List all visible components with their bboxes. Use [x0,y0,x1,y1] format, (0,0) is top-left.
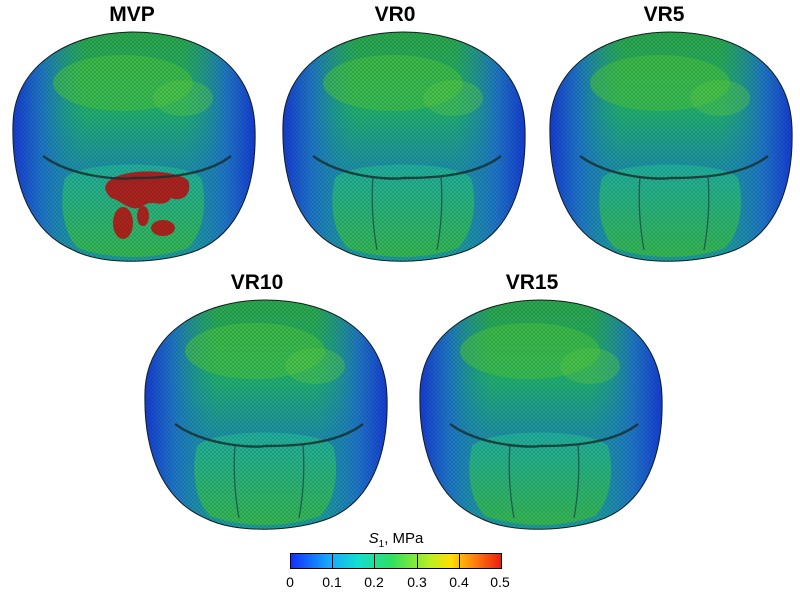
colorbar-title: S1, MPa [290,530,502,554]
colorbar-tick-label-2: 0.2 [364,574,384,590]
colorbar-tick [417,553,418,569]
valve-render-vr15 [419,299,663,530]
valve-render-vr0 [282,31,526,262]
valve-render-vr5 [549,31,793,262]
panel-title-vr10: VR10 [230,271,284,294]
colorbar-tick [332,553,333,569]
colorbar-tick-label-3: 0.3 [407,574,427,590]
colorbar-tick-label-1: 0.1 [322,574,342,590]
colorbar-tick-label-5: 0.5 [490,574,510,590]
colorbar-tick-label-4: 0.4 [449,574,469,590]
stress-symbol: S [368,530,379,547]
colorbar-tick [374,553,375,569]
panel-title-vr15: VR15 [505,271,559,294]
valve-render-vr10 [144,299,388,530]
colorbar-tick [459,553,460,569]
panel-title-vr5: VR5 [643,3,685,26]
panel-title-vr0: VR0 [374,3,416,26]
valve-render-mvp [12,31,256,262]
colorbar [290,553,502,569]
colorbar-tick-label-0: 0 [286,574,294,590]
panel-title-mvp: MVP [109,3,155,26]
stress-subscript: 1 [378,539,385,550]
stress-unit: , MPa [384,530,424,547]
